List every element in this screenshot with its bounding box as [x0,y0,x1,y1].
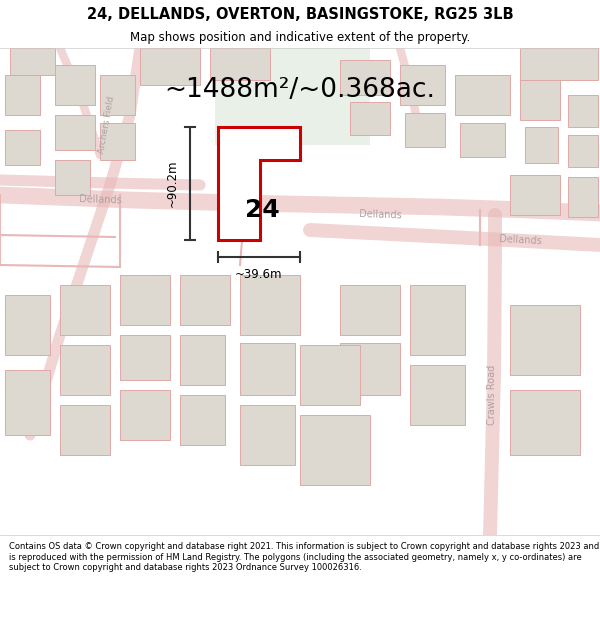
Polygon shape [215,48,370,145]
Polygon shape [350,102,390,135]
Polygon shape [510,390,580,455]
Polygon shape [240,405,295,465]
Polygon shape [340,60,390,95]
Polygon shape [120,390,170,440]
Polygon shape [180,335,225,385]
Text: ~90.2m: ~90.2m [166,160,179,208]
Polygon shape [460,123,505,157]
Polygon shape [568,177,598,217]
Polygon shape [55,65,95,105]
Polygon shape [5,295,50,355]
Polygon shape [340,285,400,335]
Polygon shape [55,115,95,150]
Polygon shape [55,160,90,195]
Polygon shape [300,415,370,485]
Polygon shape [400,65,445,105]
Text: 24, DELLANDS, OVERTON, BASINGSTOKE, RG25 3LB: 24, DELLANDS, OVERTON, BASINGSTOKE, RG25… [86,7,514,22]
Polygon shape [60,405,110,455]
Polygon shape [140,48,200,85]
Polygon shape [5,370,50,435]
Polygon shape [180,275,230,325]
Polygon shape [410,285,465,355]
Polygon shape [5,75,40,115]
Polygon shape [568,95,598,127]
Polygon shape [60,285,110,335]
Polygon shape [120,275,170,325]
Polygon shape [10,48,55,75]
Polygon shape [180,395,225,445]
Polygon shape [568,135,598,167]
Polygon shape [300,345,360,405]
Text: Archers Field: Archers Field [98,96,116,154]
Polygon shape [510,305,580,375]
Polygon shape [455,75,510,115]
Text: ~39.6m: ~39.6m [235,269,283,281]
Polygon shape [510,175,560,215]
Polygon shape [100,123,135,160]
Text: Crawls Road: Crawls Road [487,365,497,425]
Polygon shape [410,365,465,425]
Polygon shape [240,275,300,335]
Polygon shape [60,345,110,395]
Polygon shape [218,127,300,240]
Polygon shape [5,130,40,165]
Polygon shape [405,113,445,147]
Text: Map shows position and indicative extent of the property.: Map shows position and indicative extent… [130,31,470,44]
Polygon shape [100,75,135,115]
Polygon shape [520,48,598,80]
Text: ~1488m²/~0.368ac.: ~1488m²/~0.368ac. [164,77,436,103]
Text: Dellands: Dellands [359,209,401,221]
Text: Dellands: Dellands [499,234,542,246]
Text: Contains OS data © Crown copyright and database right 2021. This information is : Contains OS data © Crown copyright and d… [9,542,599,572]
Text: Dellands: Dellands [79,194,121,206]
Polygon shape [525,127,558,163]
Polygon shape [210,48,270,80]
Polygon shape [340,343,400,395]
Polygon shape [520,80,560,120]
Text: 24: 24 [245,198,280,222]
Polygon shape [240,343,295,395]
Polygon shape [120,335,170,380]
